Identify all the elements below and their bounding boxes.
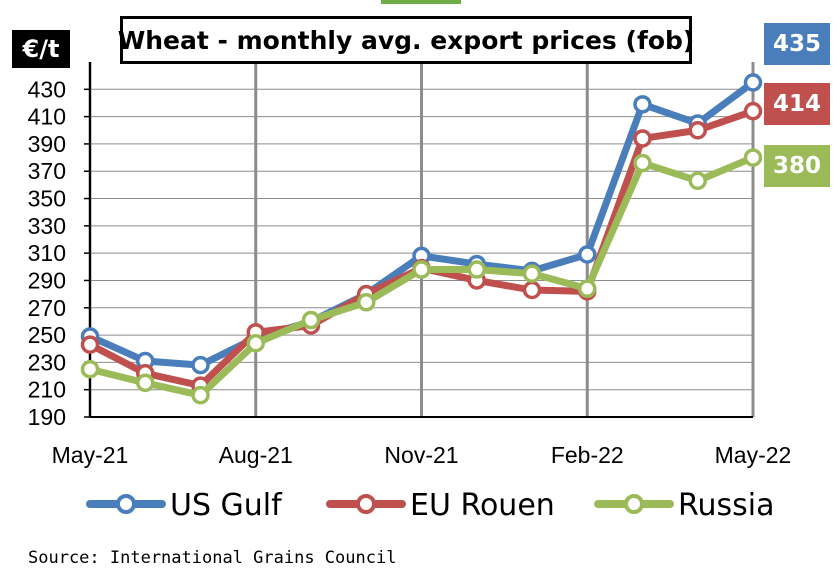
russia-point [743, 148, 763, 167]
top-accent-strip [381, 0, 461, 4]
x-tick-label: Feb-22 [551, 442, 624, 468]
russia-legend-label: Russia [678, 488, 775, 523]
y-tick-label: 410 [28, 104, 66, 130]
eu-rouen-legend-marker [356, 494, 376, 514]
russia-point [191, 385, 210, 405]
eu-rouen-point [522, 280, 542, 300]
y-tick-label: 250 [28, 322, 66, 348]
russia-point [633, 153, 652, 173]
russia-point [467, 260, 486, 279]
y-tick-label: 330 [28, 213, 66, 239]
russia-point [136, 373, 155, 393]
x-tick-label: Nov-21 [384, 442, 458, 468]
russia-point [357, 293, 376, 312]
y-tick-label: 370 [28, 158, 66, 184]
eu-rouen-end-value-badge: 414 [764, 83, 830, 125]
russia-point [246, 334, 265, 353]
y-tick-label: 350 [28, 186, 66, 212]
russia-point [80, 359, 100, 379]
russia-point [522, 264, 542, 283]
us-gulf-end-value-badge: 435 [764, 23, 830, 65]
source-note: Source: International Grains Council [28, 548, 397, 568]
series-lines [80, 73, 763, 405]
x-tick-label: May-22 [715, 442, 792, 468]
y-tick-label: 430 [28, 76, 66, 102]
y-tick-label: 290 [28, 267, 66, 293]
russia-point [412, 260, 431, 279]
chart-title: Wheat - monthly avg. export prices (fob) [118, 16, 694, 64]
y-tick-label: 230 [28, 349, 66, 375]
y-tick-label: 310 [28, 240, 66, 266]
russia-point [688, 171, 707, 191]
y-tick-label: 390 [28, 131, 66, 157]
eu-rouen-legend-label: EU Rouen [410, 488, 555, 523]
eu-rouen-point [688, 121, 707, 140]
x-tick-label: Aug-21 [219, 442, 293, 468]
y-tick-label: 190 [28, 404, 66, 430]
unit-label: €/t [12, 30, 70, 68]
russia-point [301, 310, 321, 330]
us-gulf-point [743, 73, 763, 92]
y-tick-label: 270 [28, 295, 66, 321]
us-gulf-legend-marker [116, 494, 136, 514]
us-gulf-point [578, 245, 597, 264]
us-gulf-point [633, 95, 652, 114]
eu-rouen-point [633, 129, 652, 148]
x-tick-label: May-21 [52, 442, 129, 468]
eu-rouen-point [80, 335, 100, 354]
us-gulf-point [191, 355, 210, 375]
russia-point [578, 279, 597, 298]
legend: US Gulf EU Rouen Russia [86, 488, 775, 523]
y-tick-label: 210 [28, 377, 66, 403]
russia-end-value-badge: 380 [764, 145, 830, 187]
us-gulf-legend-label: US Gulf [170, 488, 283, 523]
russia-legend-marker [624, 494, 644, 514]
eu-rouen-point [743, 101, 763, 121]
